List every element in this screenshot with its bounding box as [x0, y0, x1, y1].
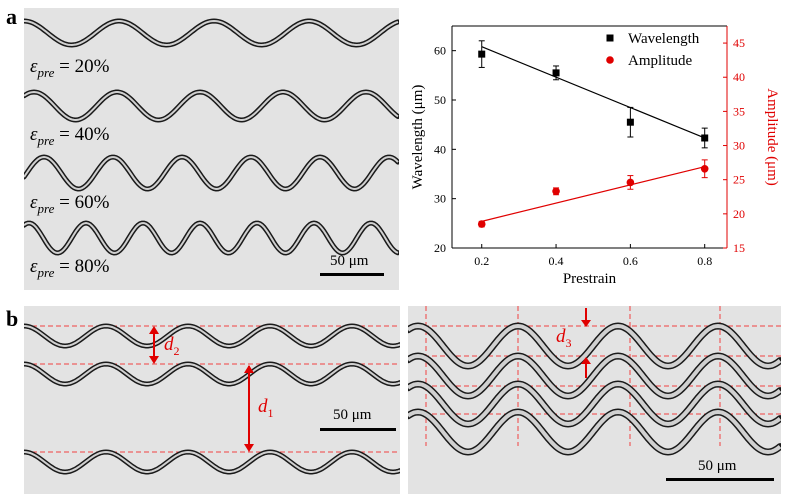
wrinkle-micrograph-right [408, 306, 781, 456]
panel-letter-b: b [6, 306, 19, 331]
strain-label-40: εpre = 40% [28, 124, 112, 149]
y-tick-label-4: 60 [434, 44, 446, 58]
amplitude-fit-line [481, 166, 705, 222]
strain-label-60: εpre = 60% [28, 192, 112, 217]
d2-label: d2 [164, 334, 180, 358]
d3-label: d3 [556, 326, 572, 350]
y2-tick-label-2: 25 [733, 173, 745, 187]
y-tick-label-1: 30 [434, 192, 446, 206]
legend-label-wavelength: Wavelength [628, 31, 700, 47]
micrograph-d3: d3 50 μm [408, 306, 781, 494]
amplitude-point-1 [552, 187, 560, 196]
amplitude-point-2 [626, 178, 635, 187]
scale-bar-label-right: 50 μm [698, 458, 737, 474]
scale-bar-left [320, 428, 396, 431]
x-axis-label: Prestrain [563, 271, 617, 287]
x-tick-label-1: 0.4 [549, 254, 564, 268]
y2-tick-label-4: 35 [733, 104, 745, 118]
y2-tick-label-0: 15 [733, 241, 745, 255]
x-tick-label-2: 0.6 [623, 254, 638, 268]
d1-label: d1 [258, 396, 274, 420]
x-tick-label-0: 0.2 [474, 254, 489, 268]
wrinkle-20 [24, 18, 399, 48]
scale-bar-right [666, 478, 774, 481]
amplitude-point-3 [700, 164, 709, 173]
wrinkle-micrograph [24, 18, 399, 256]
wavelength-fit-line [481, 46, 705, 139]
amplitude-point-0 [477, 220, 486, 228]
legend-marker-amplitude [606, 56, 614, 64]
y2-axis-label: Amplitude (μm) [764, 88, 780, 186]
y2-tick-label-1: 20 [733, 207, 745, 221]
micrograph-prestrain-series: εpre = 20% εpre = 40% εpre = 60% εpre = … [24, 8, 399, 290]
scale-bar [320, 273, 384, 276]
y-tick-label-2: 40 [434, 142, 446, 156]
wavelength-point-3 [701, 134, 709, 142]
wrinkle-60 [24, 154, 399, 192]
legend-label-amplitude: Amplitude [628, 53, 693, 69]
wavelength-point-2 [626, 118, 634, 126]
legend-marker-wavelength [606, 34, 614, 42]
prestrain-chart: 0.2 0.4 0.6 0.8 20 30 40 50 60 15 20 25 30 35 40 45 Pres… [410, 25, 780, 287]
scale-bar-label: 50 μm [330, 253, 369, 269]
strain-label-80: εpre = 80% [28, 256, 112, 281]
micrograph-d1-d2: d2 d1 50 μm [24, 306, 400, 494]
y2-tick-label-5: 40 [733, 70, 745, 84]
panel-letter-a: a [6, 4, 17, 29]
wavelength-point-0 [478, 50, 486, 58]
wrinkle-micrograph-left [24, 323, 400, 475]
y-tick-label-0: 20 [434, 241, 446, 255]
scale-bar-label-left: 50 μm [333, 407, 372, 423]
wavelength-point-1 [552, 69, 560, 77]
x-tick-label-3: 0.8 [697, 254, 712, 268]
y2-tick-label-6: 45 [733, 36, 745, 50]
y-tick-label-3: 50 [434, 93, 446, 107]
y-axis-label: Wavelength (μm) [410, 85, 426, 190]
y2-tick-label-3: 30 [733, 139, 745, 153]
strain-label-20: εpre = 20% [28, 56, 112, 81]
